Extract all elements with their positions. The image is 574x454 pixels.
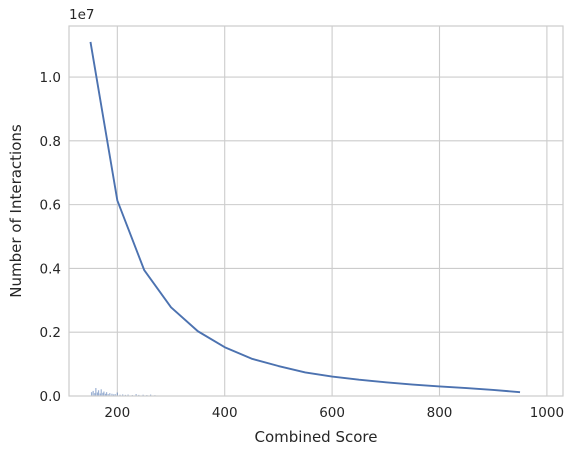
y-tick-label: 0.2 <box>40 325 61 341</box>
histogram-bar <box>90 392 93 396</box>
histogram-bar <box>142 394 144 396</box>
histogram-bar <box>97 390 100 396</box>
histogram-bar <box>135 394 137 396</box>
plot-frame <box>68 25 564 397</box>
histogram-bar <box>102 392 104 396</box>
histogram-bar <box>107 394 109 396</box>
histogram-bar <box>122 394 124 396</box>
histogram-bar <box>95 388 97 396</box>
histogram-bar <box>94 393 96 396</box>
histogram-bar <box>104 393 107 396</box>
x-tick-label: 600 <box>319 405 345 421</box>
tick-label-layer: 200 400 600 800 1000 0.0 0.2 0.4 0.6 0.8 1.0 <box>40 70 565 421</box>
y-axis-label: Number of Interactions <box>7 124 25 298</box>
x-tick-label: 400 <box>212 405 238 421</box>
y-offset-label: 1e7 <box>69 7 94 23</box>
x-axis-label: Combined Score <box>255 428 378 446</box>
histogram-bar <box>96 392 99 396</box>
y-tick-label: 1.0 <box>40 70 61 86</box>
histogram-bar <box>105 392 108 396</box>
y-tick-label: 0.0 <box>40 389 61 405</box>
series-line <box>89 41 521 394</box>
y-tick-label: 0.6 <box>40 198 61 214</box>
y-tick-label: 0.8 <box>40 134 61 150</box>
histogram-layer <box>90 388 156 396</box>
grid-layer <box>69 26 563 397</box>
histogram-bar <box>111 393 113 396</box>
histogram-bar <box>109 393 111 396</box>
histogram-bar <box>112 394 115 396</box>
x-tick-label: 1000 <box>530 405 564 421</box>
histogram-bar <box>127 394 129 396</box>
x-tick-label: 800 <box>427 405 453 421</box>
histogram-bar <box>150 394 152 396</box>
histogram-bar <box>114 394 116 396</box>
histogram-bar <box>119 394 121 396</box>
histogram-bar <box>99 393 101 396</box>
histogram-bar <box>116 392 118 396</box>
x-tick-label: 200 <box>104 405 130 421</box>
y-tick-label: 0.4 <box>40 261 61 277</box>
histogram-bar <box>100 389 102 396</box>
histogram-bar <box>103 391 105 396</box>
histogram-bar <box>92 390 94 396</box>
series-layer <box>89 41 521 394</box>
